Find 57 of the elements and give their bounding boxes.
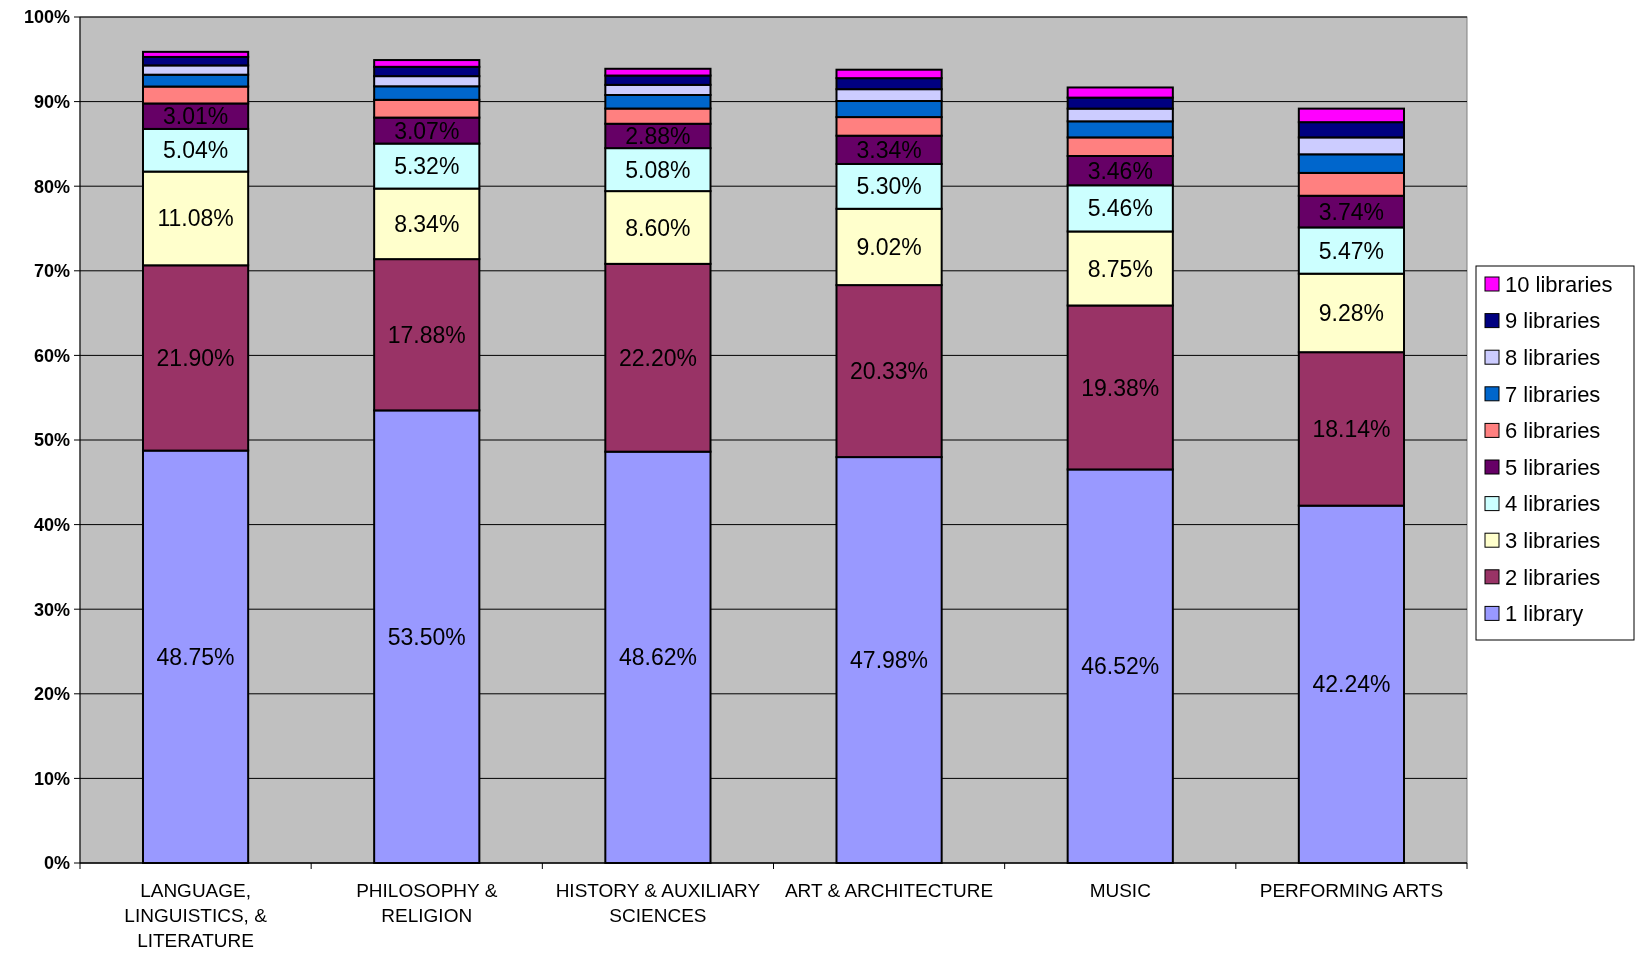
y-tick-label: 90% [33,91,70,112]
data-label: 3.74% [1318,198,1385,225]
y-tick-label: 50% [33,430,70,451]
y-tick-label: 60% [33,345,70,366]
data-label: 53.50% [387,623,466,650]
data-label: 47.98% [850,647,929,674]
data-label: 21.90% [156,344,235,371]
data-label: 8.75% [1087,255,1153,282]
data-label: 5.30% [856,173,922,200]
x-tick-label: PERFORMING ARTS [1259,880,1444,901]
data-label: 5.46% [1087,195,1153,222]
legend-label: 2 libraries [1505,564,1601,590]
legend-label: 4 libraries [1505,491,1601,517]
x-tick-label: PHILOSOPHY & RELIGION [356,880,498,926]
data-label: 5.04% [162,137,229,164]
data-label: 42.24% [1312,671,1391,698]
x-tick-label: HISTORY & AUXILIARY SCIENCES [555,880,761,926]
data-label: 3.34% [856,136,922,163]
data-label: 5.47% [1318,237,1385,264]
data-label: 9.02% [856,233,922,260]
y-tick-label: 80% [33,176,70,197]
data-label: 17.88% [387,321,466,348]
y-tick-label: 20% [33,684,70,705]
legend-label: 1 library [1505,601,1584,627]
data-label: 5.08% [625,156,691,183]
x-tick-label: LANGUAGE, LINGUISTICS, & LITERATURE [124,880,268,951]
data-label: 9.28% [1318,299,1385,326]
y-tick-label: 70% [33,261,70,282]
y-tick-label: 0% [43,853,70,874]
data-label: 48.75% [156,643,235,670]
x-tick-label: ART & ARCHITECTURE [784,880,994,901]
legend-label: 3 libraries [1505,527,1601,553]
data-label: 3.46% [1087,157,1153,184]
data-label: 48.62% [618,644,697,671]
y-tick-label: 30% [33,599,70,620]
data-label: 19.38% [1081,374,1160,401]
y-tick-label: 40% [33,514,70,535]
data-label: 46.52% [1081,653,1160,680]
data-label: 8.34% [394,210,460,237]
data-label: 5.32% [394,153,460,180]
legend-label: 5 libraries [1505,454,1601,480]
legend-label: 9 libraries [1505,308,1601,334]
data-label: 18.14% [1312,415,1391,442]
x-tick-label: MUSIC [1089,880,1151,901]
y-tick-label: 100% [23,7,70,28]
data-label: 2.88% [625,123,691,149]
legend-label: 7 libraries [1505,381,1601,407]
legend-label: 10 libraries [1505,271,1613,297]
legend-label: 8 libraries [1505,344,1601,370]
data-label: 22.20% [618,344,697,371]
data-label: 20.33% [850,358,929,385]
legend-label: 6 libraries [1505,418,1601,444]
data-label: 3.07% [394,117,460,144]
data-label: 11.08% [157,205,234,232]
data-label: 3.01% [162,103,229,130]
data-label: 8.60% [625,214,691,241]
y-tick-label: 10% [33,768,70,789]
